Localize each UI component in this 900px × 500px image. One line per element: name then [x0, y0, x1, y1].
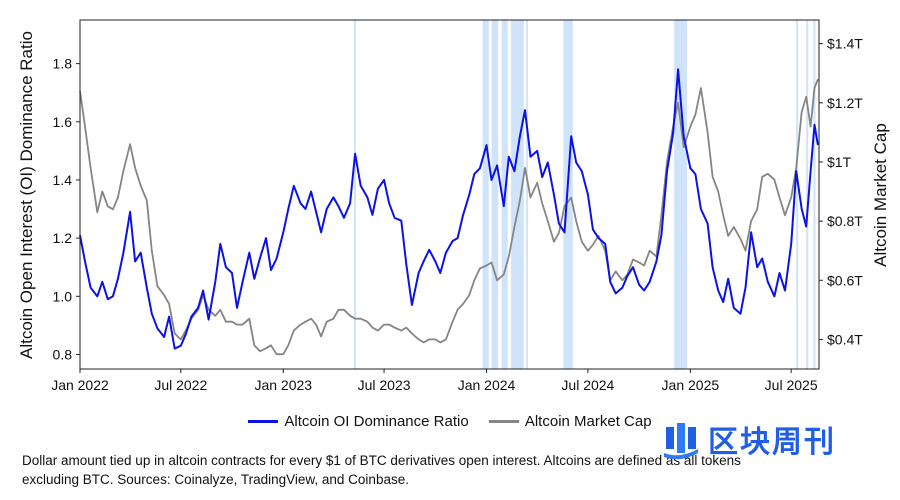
y-left-tick-label: 1.2 [53, 230, 73, 246]
brand-logo-text: 区块周刊 [708, 425, 836, 460]
y-right-tick-label: $0.8T [827, 213, 863, 229]
series-line-oi-ratio [79, 68, 819, 350]
y-right-tick-label: $0.6T [827, 272, 863, 288]
legend-label-market-cap: Altcoin Market Cap [524, 413, 652, 430]
x-tick-label: Jul 2024 [561, 377, 614, 393]
y-right-tick-label: $1.2T [827, 95, 863, 111]
y-left-tick-label: 1.8 [53, 56, 73, 72]
shaded-periods [353, 20, 816, 369]
y-left-tick-label: 1.6 [53, 114, 73, 130]
x-tick-label: Jan 2023 [254, 377, 312, 393]
shaded-period-5 [526, 20, 529, 369]
x-tick-label: Jul 2023 [358, 377, 411, 393]
shaded-period-10 [813, 20, 816, 369]
x-tick-label: Jul 2025 [765, 377, 818, 393]
series-line-market-cap [79, 78, 819, 356]
y-left-tick-label: 0.8 [53, 346, 73, 362]
legend-item-oi-ratio: Altcoin OI Dominance Ratio [248, 413, 469, 430]
legend-item-market-cap: Altcoin Market Cap [488, 413, 652, 430]
x-tick-label: Jan 2024 [458, 377, 516, 393]
chart-area: Jan 2022 Jul 2022 Jan 2023 Jul 2023 Jan 2024… [17, 19, 890, 393]
shaded-period-4 [511, 20, 524, 369]
shaded-period-9 [806, 20, 809, 369]
brand-logo-icon [664, 423, 698, 459]
legend-swatch-oi-ratio [248, 420, 279, 423]
left-axis-title: Altcoin Open Interest (OI) Dominance Rat… [17, 31, 36, 359]
shaded-period-2 [491, 20, 499, 369]
series-lines [79, 68, 819, 356]
shaded-period-1 [482, 20, 489, 369]
y-right-tick-label: $1.4T [827, 36, 863, 52]
chart-footnote: Dollar amount tied up in altcoin contrac… [22, 453, 741, 487]
x-axis-ticks: Jan 2022 Jul 2022 Jan 2023 Jul 2023 Jan 2024… [51, 369, 818, 393]
left-axis-ticks: 0.8 1.0 1.2 1.4 1.6 1.8 [53, 56, 80, 362]
x-tick-label: Jan 2022 [51, 377, 109, 393]
y-right-tick-label: $0.4T [827, 331, 863, 347]
y-left-tick-label: 1.0 [53, 288, 73, 304]
shaded-period-7 [674, 20, 688, 369]
legend: Altcoin OI Dominance Ratio Altcoin Marke… [0, 410, 900, 430]
y-right-tick-label: $1T [827, 154, 852, 170]
shaded-period-8 [796, 20, 799, 369]
shaded-period-0 [353, 20, 356, 369]
legend-swatch-market-cap [488, 420, 519, 423]
brand-logo: 区块周刊 [660, 418, 890, 460]
plot-frame [79, 19, 820, 370]
right-axis-ticks: $0.4T $0.6T $0.8T $1T $1.2T $1.4T [819, 36, 863, 347]
x-tick-label: Jan 2025 [662, 377, 720, 393]
y-left-tick-label: 1.4 [53, 172, 73, 188]
legend-label-oi-ratio: Altcoin OI Dominance Ratio [284, 413, 469, 430]
right-axis-title: Altcoin Market Cap [871, 123, 890, 267]
x-tick-label: Jul 2022 [154, 377, 207, 393]
